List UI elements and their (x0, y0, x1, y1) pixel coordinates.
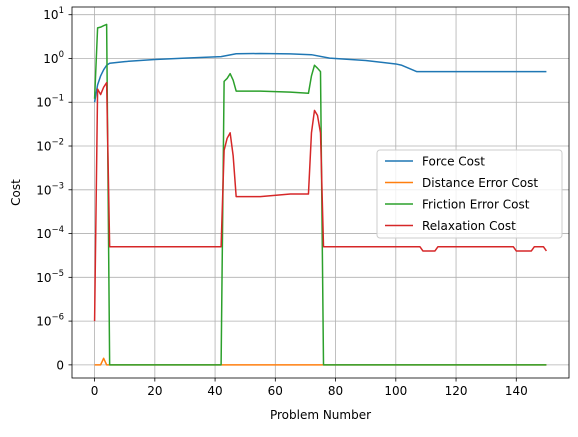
legend: Force Cost Distance Error Cost Friction Er… (377, 150, 562, 238)
x-axis-label: Problem Number (270, 408, 371, 422)
legend-label: Distance Error Cost (422, 176, 538, 190)
legend-label: Relaxation Cost (422, 219, 516, 233)
x-tick-label: 120 (445, 384, 468, 398)
x-tick-label: 20 (147, 384, 162, 398)
y-tick-label: 0 (56, 358, 64, 372)
x-tick-label: 0 (91, 384, 99, 398)
x-tick-label: 40 (207, 384, 222, 398)
legend-label: Friction Error Cost (422, 198, 530, 212)
legend-label: Force Cost (422, 155, 485, 169)
y-axis-label: Cost (9, 179, 23, 206)
x-tick-label: 100 (384, 384, 407, 398)
x-tick-label: 60 (268, 384, 283, 398)
x-tick-label: 80 (328, 384, 343, 398)
x-tick-label: 140 (505, 384, 528, 398)
